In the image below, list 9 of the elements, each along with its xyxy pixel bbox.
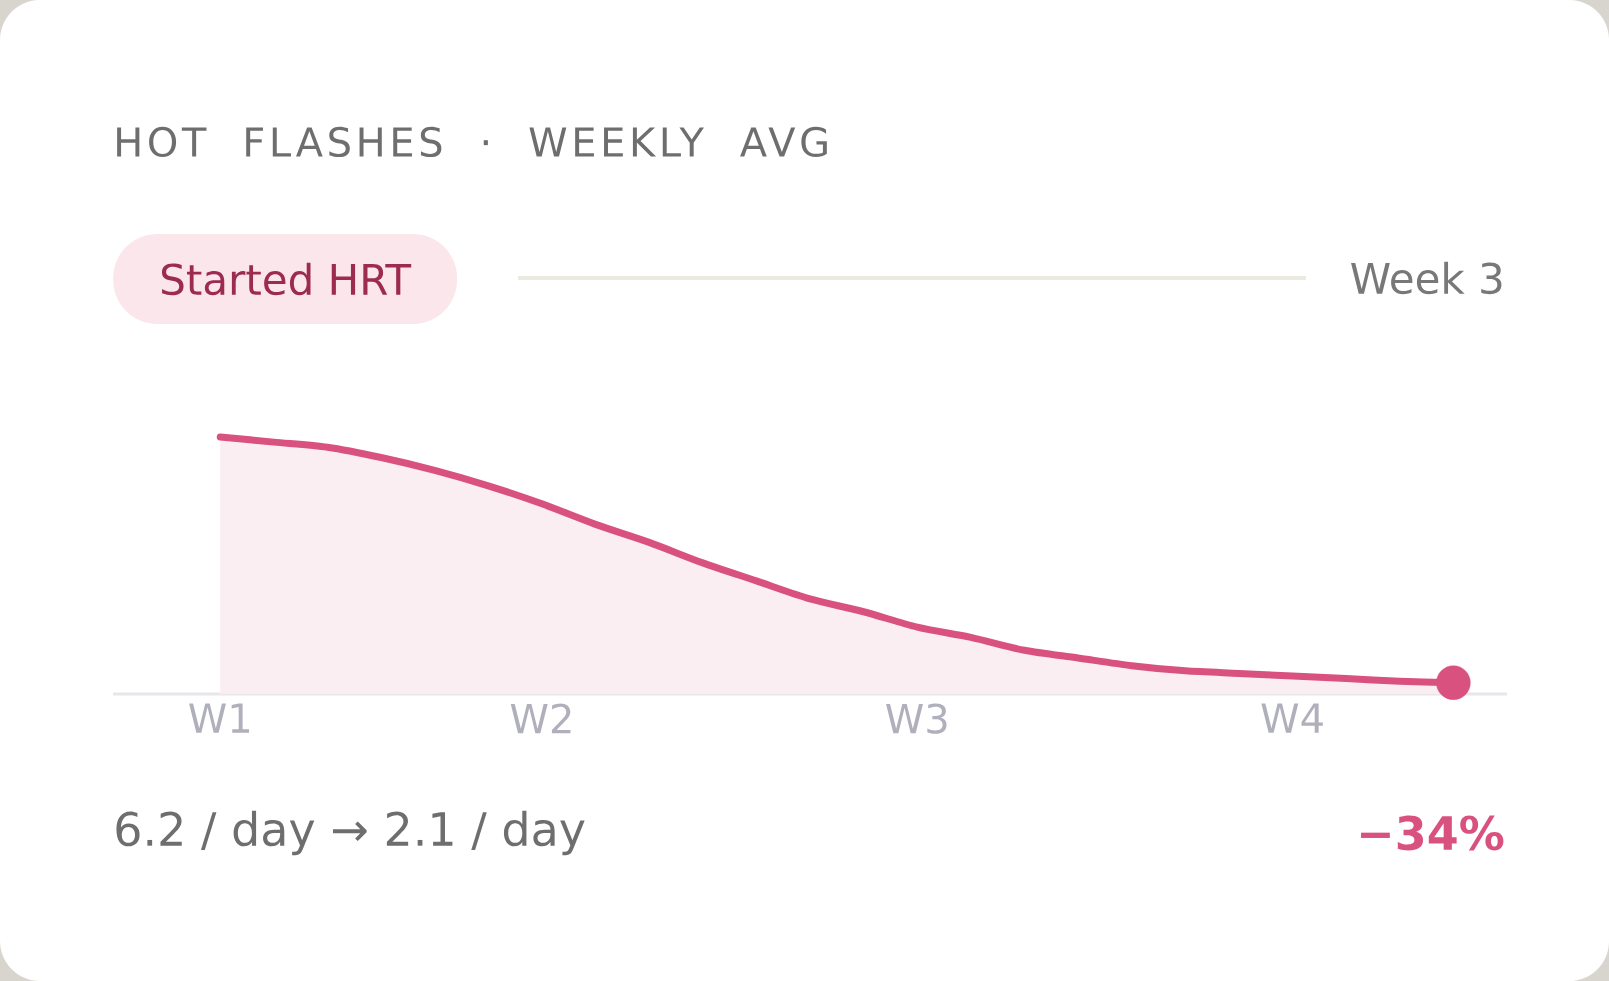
x-tick-label: W2 bbox=[510, 703, 571, 734]
text: −34% bbox=[1361, 815, 1504, 851]
x-tick-label: W1 bbox=[189, 703, 250, 733]
x-tick-label: W4 bbox=[1261, 703, 1323, 733]
chart-title: HOT FLASHES · WEEKLY AVG bbox=[117, 126, 827, 158]
text: 6.2 / day → 2.1 / day bbox=[116, 810, 585, 856]
text: Started HRT bbox=[161, 262, 412, 296]
text: Week 3 bbox=[1351, 261, 1502, 295]
x-tick-label: W3 bbox=[886, 703, 947, 734]
